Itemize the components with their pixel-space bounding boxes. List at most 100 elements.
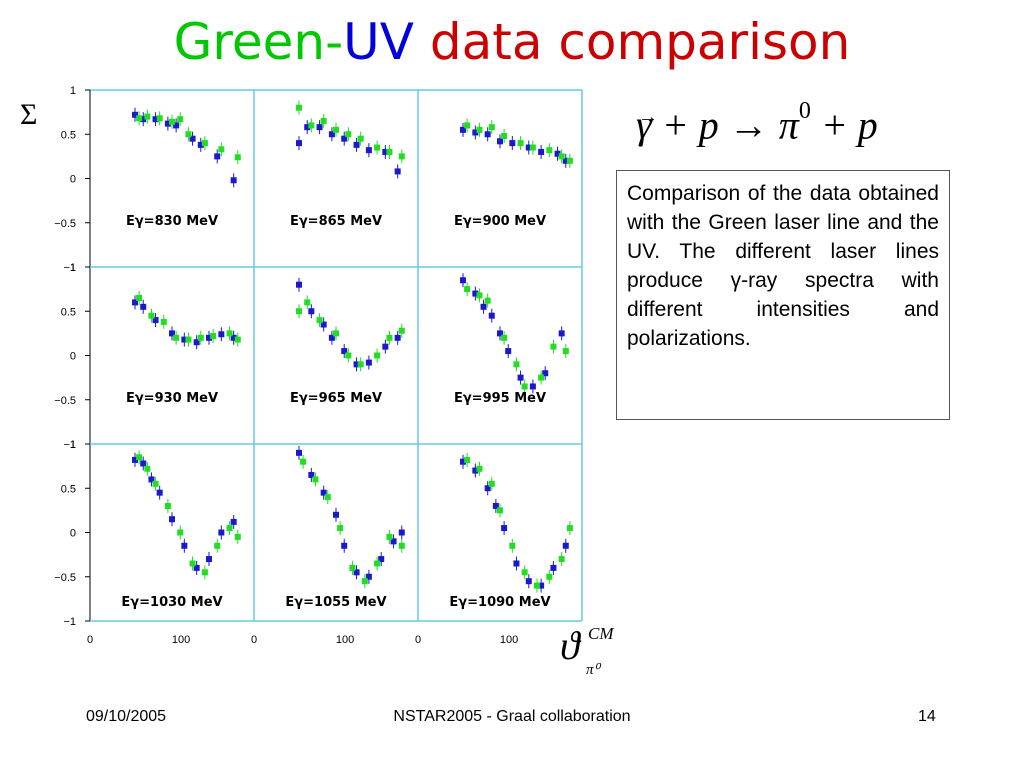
y-tick-label: 0.5	[61, 129, 76, 141]
reaction-pi-charge: 0	[798, 98, 811, 124]
data-point-green	[374, 144, 381, 151]
data-point-green	[144, 113, 151, 120]
data-point-uv	[480, 303, 487, 310]
x-tick-label: 100	[500, 634, 518, 646]
panel-energy-label: Eγ=1090 MeV	[449, 595, 550, 610]
data-point-green	[160, 318, 167, 325]
data-point-green	[164, 502, 171, 509]
y-tick-label: −0.5	[54, 572, 76, 584]
panel-energy-label: Eγ=830 MeV	[126, 214, 218, 229]
data-point-uv	[394, 168, 401, 175]
data-point-green	[185, 131, 192, 138]
reaction-plus-p-final: + p	[820, 102, 878, 148]
data-point-uv	[193, 564, 200, 571]
data-point-uv	[365, 147, 372, 154]
data-point-green	[189, 560, 196, 567]
data-point-green	[333, 126, 339, 133]
data-point-green	[398, 153, 405, 160]
data-point-green	[484, 297, 491, 304]
y-axis-label: Σ	[20, 98, 38, 131]
data-point-green	[337, 525, 344, 532]
y-tick-label: 0	[70, 174, 76, 186]
data-point-green	[201, 569, 208, 576]
data-point-green	[201, 140, 208, 147]
y-tick-label: 0	[70, 351, 76, 363]
data-point-uv	[472, 129, 479, 136]
data-point-uv	[525, 144, 532, 151]
theta-symbol: ϑ	[560, 623, 580, 668]
data-point-green	[218, 146, 225, 153]
data-point-green	[464, 286, 471, 293]
x-tick-label: 0	[87, 634, 93, 646]
data-point-green	[497, 507, 503, 514]
y-tick-label: −1	[63, 439, 76, 451]
data-point-uv	[308, 308, 315, 315]
data-point-green	[144, 465, 151, 472]
data-point-uv	[193, 339, 200, 346]
gamma-symbol: → γ	[636, 100, 658, 150]
data-point-uv	[341, 348, 348, 355]
data-point-green	[558, 153, 565, 160]
data-point-green	[488, 124, 495, 131]
y-tick-label: 1	[70, 85, 76, 97]
data-point-uv	[152, 116, 159, 123]
data-point-green	[398, 327, 405, 334]
data-point-uv	[230, 334, 237, 341]
y-tick-label: −1	[63, 616, 76, 628]
polarization-arrow: →	[638, 106, 658, 129]
data-point-uv	[472, 467, 479, 474]
panel-energy-label: Eγ=930 MeV	[126, 391, 218, 406]
data-point-green	[300, 458, 307, 465]
data-point-green	[320, 117, 327, 124]
data-point-green	[197, 334, 204, 341]
data-point-uv	[132, 299, 138, 306]
data-point-uv	[230, 177, 237, 184]
data-point-green	[136, 115, 143, 122]
data-point-uv	[296, 449, 302, 456]
x-tick-label: 100	[336, 634, 354, 646]
data-point-green	[558, 556, 565, 563]
data-point-uv	[554, 150, 561, 157]
data-point-green	[521, 569, 528, 576]
data-point-uv	[525, 578, 532, 585]
data-point-uv	[214, 153, 221, 160]
data-point-uv	[538, 148, 545, 155]
data-point-green	[234, 533, 241, 540]
panel-energy-label: Eγ=900 MeV	[454, 214, 546, 229]
data-point-uv	[382, 343, 389, 350]
data-point-uv	[296, 140, 302, 147]
title-dash: -	[325, 13, 344, 71]
data-point-uv	[218, 331, 225, 338]
data-point-uv	[509, 140, 516, 147]
data-point-uv	[206, 556, 212, 563]
data-point-green	[234, 154, 241, 161]
data-point-uv	[156, 489, 163, 496]
data-point-green	[312, 476, 319, 483]
data-point-uv	[497, 138, 503, 145]
data-point-uv	[296, 281, 302, 288]
data-point-green	[316, 317, 323, 324]
data-point-uv	[484, 485, 491, 492]
data-point-green	[156, 115, 163, 122]
data-point-green	[538, 374, 545, 381]
data-point-green	[386, 334, 393, 341]
data-point-green	[169, 118, 175, 125]
data-point-uv	[353, 141, 360, 148]
data-point-uv	[152, 317, 159, 324]
data-point-uv	[132, 456, 138, 463]
data-point-uv	[316, 124, 323, 131]
data-point-green	[357, 135, 364, 142]
data-point-green	[517, 140, 524, 147]
data-point-uv	[189, 135, 196, 142]
data-point-uv	[230, 518, 237, 525]
data-point-green	[374, 352, 381, 359]
data-point-uv	[181, 336, 188, 343]
data-point-uv	[365, 573, 372, 580]
data-point-uv	[501, 525, 508, 532]
data-point-green	[185, 336, 192, 343]
data-point-uv	[333, 511, 339, 518]
y-tick-label: 0.5	[61, 483, 76, 495]
data-point-green	[152, 480, 159, 487]
data-point-green	[345, 352, 352, 359]
